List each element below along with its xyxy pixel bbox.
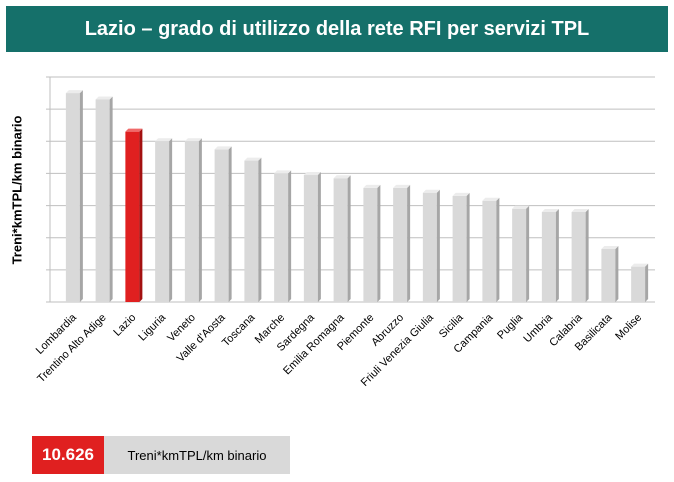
- y-axis-label-box: Treni*kmTPL/km binario: [4, 80, 30, 300]
- bar-top: [363, 184, 381, 188]
- bar-front: [333, 178, 348, 302]
- bar-front: [631, 266, 646, 302]
- bar-front: [65, 93, 80, 302]
- bar-side: [496, 197, 500, 302]
- bar-side: [347, 175, 351, 302]
- bar-front: [393, 187, 408, 302]
- bar-front: [512, 208, 527, 302]
- bar-top: [214, 146, 232, 150]
- bar-trentino-alto-adige: [95, 96, 113, 302]
- bar-side: [407, 184, 411, 302]
- y-axis-label: Treni*kmTPL/km binario: [9, 115, 25, 265]
- bar-top: [452, 192, 470, 196]
- bar-side: [526, 205, 530, 302]
- bar-front: [601, 248, 616, 302]
- x-tick-label: Toscana: [220, 311, 258, 349]
- bar-top: [95, 96, 113, 100]
- bar-front: [125, 131, 140, 302]
- bar-top: [125, 128, 143, 132]
- bar-side: [615, 245, 619, 302]
- summary-unit-box: Treni*kmTPL/km binario: [104, 436, 290, 474]
- bar-friuli-venezia-giulia: [422, 189, 440, 302]
- bar-liguria: [155, 138, 173, 302]
- bar-piemonte: [363, 184, 381, 302]
- bar-side: [585, 209, 589, 302]
- bars: [65, 90, 649, 302]
- bar-lazio: [125, 128, 143, 302]
- summary-value-badge: 10.626: [32, 436, 104, 474]
- bar-toscana: [244, 157, 262, 302]
- bar-front: [422, 192, 437, 302]
- bar-top: [244, 157, 262, 161]
- bar-sicilia: [452, 192, 470, 302]
- bar-lombardia: [65, 90, 83, 302]
- bar-veneto: [184, 138, 202, 302]
- bar-puglia: [512, 205, 530, 302]
- bar-side: [317, 172, 321, 302]
- bar-front: [274, 173, 289, 302]
- bar-valle-d-aosta: [214, 146, 232, 302]
- chart-title-banner: Lazio – grado di utilizzo della rete RFI…: [6, 6, 668, 52]
- bar-side: [377, 184, 381, 302]
- bar-side: [258, 157, 262, 302]
- bar-side: [228, 146, 232, 302]
- bar-front: [244, 160, 259, 302]
- bar-umbria: [541, 209, 559, 302]
- bar-front: [303, 175, 318, 302]
- bar-top: [303, 172, 321, 176]
- bar-front: [482, 200, 497, 302]
- bar-front: [363, 187, 378, 302]
- bar-marche: [274, 170, 292, 302]
- bar-abruzzo: [393, 184, 411, 302]
- bar-front: [541, 212, 556, 302]
- summary-value: 10.626: [42, 445, 94, 464]
- x-tick-label: Lazio: [111, 312, 138, 339]
- bar-side: [169, 138, 173, 302]
- bar-side: [645, 263, 649, 302]
- bar-side: [436, 189, 440, 302]
- bar-side: [109, 96, 113, 302]
- bar-top: [512, 205, 530, 209]
- bar-front: [184, 141, 199, 302]
- bar-side: [555, 209, 559, 302]
- bar-emilia-romagna: [333, 175, 351, 302]
- bar-side: [198, 138, 202, 302]
- x-tick-label: Molise: [613, 312, 644, 343]
- bar-top: [541, 209, 559, 212]
- bar-top: [422, 189, 440, 193]
- bar-sardegna: [303, 172, 321, 302]
- bar-front: [95, 99, 110, 302]
- bar-molise: [631, 263, 649, 302]
- summary-unit: Treni*kmTPL/km binario: [127, 447, 267, 463]
- bar-top: [184, 138, 202, 142]
- bar-top: [333, 175, 351, 179]
- bar-top: [482, 197, 500, 201]
- bar-top: [65, 90, 83, 94]
- bar-front: [452, 195, 467, 302]
- bar-side: [139, 128, 143, 302]
- bar-top: [155, 138, 173, 142]
- bar-calabria: [571, 209, 589, 302]
- bar-side: [466, 192, 470, 302]
- bar-top: [393, 184, 411, 188]
- bar-top: [631, 263, 649, 267]
- bar-front: [571, 212, 586, 302]
- bar-side: [288, 170, 292, 302]
- chart-title: Lazio – grado di utilizzo della rete RFI…: [84, 17, 590, 40]
- bar-campania: [482, 197, 500, 302]
- bar-basilicata: [601, 245, 619, 302]
- x-tick-label: Liguria: [136, 311, 168, 343]
- bar-side: [79, 90, 83, 302]
- bar-top: [274, 170, 292, 174]
- bar-top: [571, 209, 589, 212]
- bar-top: [601, 245, 619, 249]
- bar-front: [155, 141, 170, 302]
- bar-front: [214, 149, 229, 302]
